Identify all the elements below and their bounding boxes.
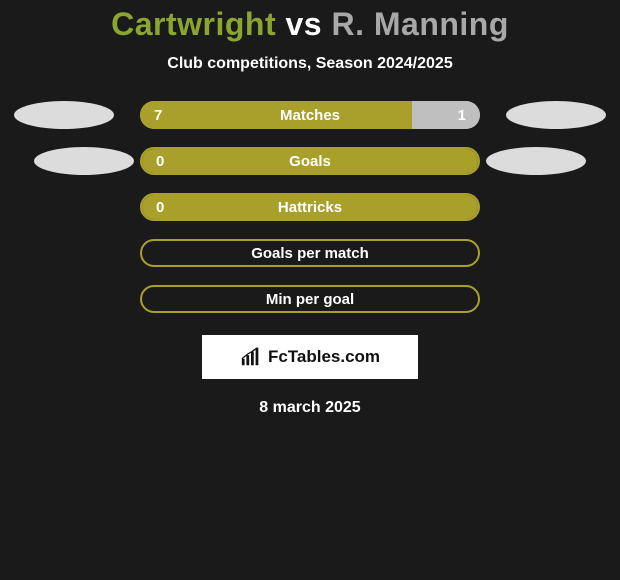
stat-bar: 71Matches [140, 101, 480, 129]
stat-bar: 0Goals [140, 147, 480, 175]
value-right: 1 [458, 107, 466, 124]
value-left: 0 [156, 153, 164, 170]
stat-row: 71Matches [30, 101, 590, 129]
stat-bar: Min per goal [140, 285, 480, 313]
value-left: 7 [154, 107, 162, 124]
player2-marker [486, 147, 586, 175]
subtitle: Club competitions, Season 2024/2025 [0, 55, 620, 73]
brand-box[interactable]: FcTables.com [202, 335, 418, 379]
stat-label: Min per goal [142, 291, 478, 308]
player2-marker [506, 101, 606, 129]
brand-text: FcTables.com [268, 347, 380, 367]
date-label: 8 march 2025 [0, 399, 620, 417]
player1-name: Cartwright [111, 6, 276, 42]
stat-bar: Goals per match [140, 239, 480, 267]
stat-bar: 0Hattricks [140, 193, 480, 221]
player2-name: R. Manning [331, 6, 508, 42]
bar-fill-left [140, 101, 412, 129]
stat-label: Goals per match [142, 245, 478, 262]
comparison-widget: Cartwright vs R. Manning Club competitio… [0, 0, 620, 417]
player1-marker [14, 101, 114, 129]
page-title: Cartwright vs R. Manning [0, 6, 620, 43]
value-left: 0 [156, 199, 164, 216]
bar-fill-right [412, 101, 480, 129]
stat-rows: 71Matches0Goals0HattricksGoals per match… [0, 101, 620, 313]
chart-icon [240, 346, 262, 368]
stat-row: Min per goal [30, 285, 590, 313]
stat-row: 0Goals [30, 147, 590, 175]
stat-row: 0Hattricks [30, 193, 590, 221]
bar-fill-left [142, 195, 478, 219]
bar-fill-left [142, 149, 478, 173]
player1-marker [34, 147, 134, 175]
vs-separator: vs [276, 6, 331, 42]
stat-row: Goals per match [30, 239, 590, 267]
